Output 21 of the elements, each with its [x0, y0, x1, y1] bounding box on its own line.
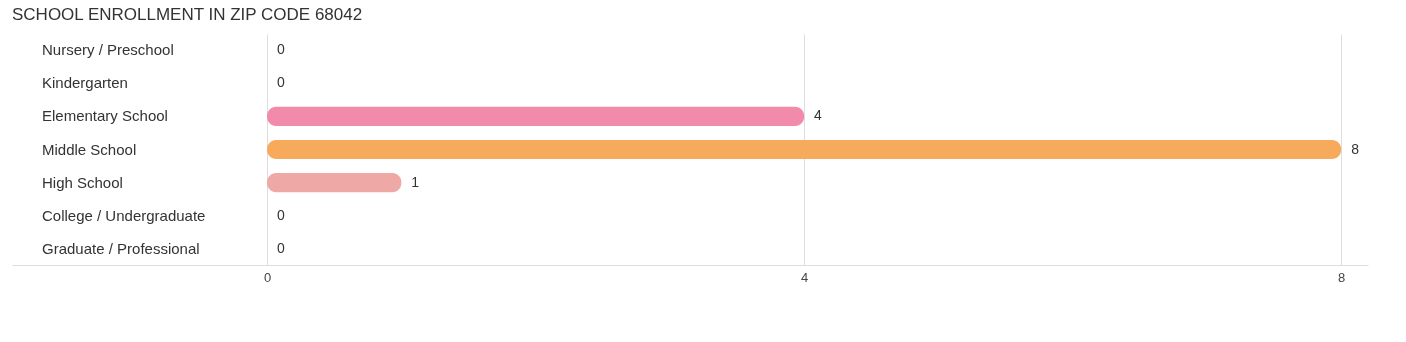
y-tick-label: Elementary School	[42, 107, 168, 125]
x-tick-label: 8	[1338, 269, 1346, 285]
y-tick-label: Nursery / Preschool	[42, 41, 174, 59]
bar	[267, 139, 1342, 160]
y-tick-label: Graduate / Professional	[42, 239, 200, 257]
chart-title: SCHOOL ENROLLMENT IN ZIP CODE 68042	[12, 5, 363, 24]
data-label: 0	[277, 74, 286, 91]
bar	[267, 173, 402, 193]
data-label: 8	[1351, 140, 1360, 157]
y-tick-label: College / Undergraduate	[42, 206, 206, 224]
bar	[267, 106, 805, 126]
data-label: 0	[277, 41, 286, 58]
data-label: 0	[277, 206, 286, 223]
data-label: 0	[277, 239, 286, 256]
y-tick-label: Kindergarten	[42, 74, 128, 92]
y-tick-label: High School	[42, 173, 123, 191]
y-tick-label: Middle School	[42, 140, 137, 158]
data-label: 1	[411, 173, 420, 190]
x-tick-label: 0	[263, 269, 272, 285]
x-tick-label: 4	[801, 269, 809, 285]
data-label: 4	[814, 107, 823, 124]
